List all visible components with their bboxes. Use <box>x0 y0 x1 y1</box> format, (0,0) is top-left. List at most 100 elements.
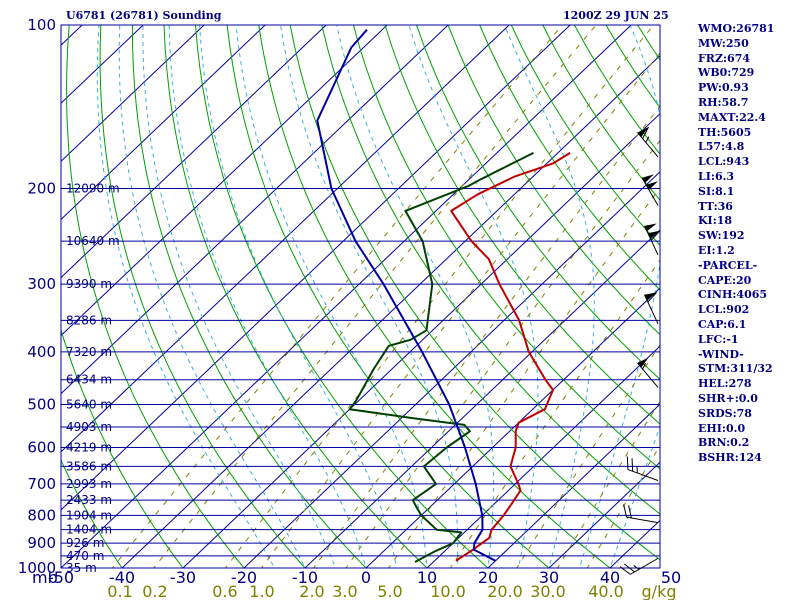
temperature-tick-label: 20 <box>478 568 498 587</box>
dry-adiabat <box>447 25 660 336</box>
isotherm-line <box>487 403 660 568</box>
plot-frame <box>60 24 661 569</box>
temperature-tick-label: -40 <box>109 568 135 587</box>
wind-barb <box>626 456 659 481</box>
pressure-label-700: 700 <box>27 475 56 493</box>
moist-adiabat <box>96 25 276 568</box>
height-label: 12090 m <box>66 181 120 195</box>
moist-adiabat <box>235 25 428 568</box>
mixing-ratio-label: 2.0 <box>299 582 324 600</box>
dewpoint-line <box>348 152 534 563</box>
index-item: SW:192 <box>698 229 745 243</box>
mixing-ratio-line <box>388 187 660 568</box>
wind-barb <box>644 223 661 256</box>
isotherm-line <box>121 54 660 568</box>
isotherm-line <box>61 25 388 337</box>
dry-adiabat <box>99 25 306 568</box>
wind-barb <box>619 557 659 575</box>
moist-adiabat <box>578 25 660 568</box>
mixing-ratio-label: 1.0 <box>249 582 274 600</box>
index-item: RH:58.7 <box>698 95 749 109</box>
dry-adiabat <box>416 25 660 381</box>
isotherm-line <box>548 461 660 568</box>
dry-adiabat <box>131 25 367 568</box>
pressure-label-800: 800 <box>27 506 56 524</box>
dry-adiabat <box>61 459 123 568</box>
height-label: 4903 m <box>66 420 112 434</box>
temperature-tick-label: -50 <box>48 568 74 587</box>
temperature-tick-label: 50 <box>661 568 681 587</box>
temperature-tick-label: 30 <box>539 568 559 587</box>
moist-adiabat <box>168 25 367 568</box>
dry-adiabat <box>258 25 611 568</box>
height-label: 3586 m <box>66 459 112 473</box>
pressure-label-600: 600 <box>27 439 56 457</box>
index-item: L57:4.8 <box>698 140 745 154</box>
wind-barb <box>641 174 659 206</box>
index-item: STM:311/32 <box>698 362 773 376</box>
index-item: SI:8.1 <box>698 184 735 198</box>
height-label: 7320 m <box>66 345 112 359</box>
mixing-ratio-label: 0.1 <box>107 582 132 600</box>
dry-adiabat <box>479 25 660 291</box>
mixing-ratio-label: 3.0 <box>332 582 357 600</box>
index-item: KI:18 <box>698 214 733 228</box>
index-item: LI:6.3 <box>698 169 735 183</box>
isotherm-line <box>243 171 660 568</box>
index-item: MAXT:22.4 <box>698 110 766 124</box>
isotherm-line <box>182 113 660 568</box>
index-item: CINH:4065 <box>698 288 768 302</box>
pressure-label-300: 300 <box>27 275 56 293</box>
height-label: 9390 m <box>66 277 112 291</box>
mixing-ratio-label: 5.0 <box>377 582 402 600</box>
temperature-tick-label: -10 <box>292 568 318 587</box>
pressure-label-400: 400 <box>27 343 56 361</box>
mixing-ratio-label: 40.0 <box>588 582 624 600</box>
height-label: 35 m <box>66 561 97 575</box>
height-label: 2993 m <box>66 477 112 491</box>
temperature-tick-label: 0 <box>361 568 371 587</box>
mixing-ratio-unit: g/kg <box>642 582 677 600</box>
index-item: CAPE:20 <box>698 273 752 287</box>
moist-adiabat <box>118 25 306 568</box>
wind-barb <box>637 357 659 388</box>
mixing-ratio-line <box>224 25 655 568</box>
sounding-time: 1200Z 29 JUN 25 <box>563 9 669 22</box>
index-item: WB0:729 <box>698 66 755 80</box>
mixing-ratio-line <box>345 139 660 568</box>
wind-barb <box>644 292 659 324</box>
wind-barbs <box>619 126 661 575</box>
moist-adiabat <box>142 25 337 568</box>
pressure-unit-label: mb <box>32 568 58 587</box>
mixing-ratio-line <box>111 25 563 568</box>
index-item: WMO:26781 <box>698 22 775 35</box>
dry-adiabat <box>321 25 660 515</box>
height-label: 5640 m <box>66 398 112 412</box>
index-item: SHR+:0.0 <box>698 391 758 405</box>
dry-adiabat <box>66 25 245 568</box>
isotherm-line <box>365 287 660 568</box>
moist-adiabat <box>199 25 398 568</box>
dry-adiabat <box>163 25 428 568</box>
moist-adiabat <box>408 25 539 568</box>
height-label: 1904 m <box>66 508 112 522</box>
height-label: 10640 m <box>66 234 120 248</box>
index-item: PW:0.93 <box>698 81 749 95</box>
wind-barb <box>637 126 659 158</box>
mixing-ratio-label: 0.2 <box>142 582 167 600</box>
parcel-line <box>316 29 496 562</box>
isotherm-line <box>61 25 327 279</box>
mixing-ratio-line <box>153 25 597 568</box>
mixing-ratio-line <box>313 105 660 568</box>
stability-indices-panel: WMO:26781 MW:250 FRZ:674 WB0:729 PW:0.93 RH:5… <box>698 22 798 466</box>
pressure-label-900: 900 <box>27 534 56 552</box>
index-item: CAP:6.1 <box>698 317 747 331</box>
height-label: 2433 m <box>66 493 112 507</box>
isotherm-line <box>61 25 449 395</box>
index-item: FRZ:674 <box>698 51 751 65</box>
pressure-label-200: 200 <box>27 179 56 197</box>
index-item: TH:5605 <box>698 125 752 139</box>
pressure-label-500: 500 <box>27 396 56 414</box>
